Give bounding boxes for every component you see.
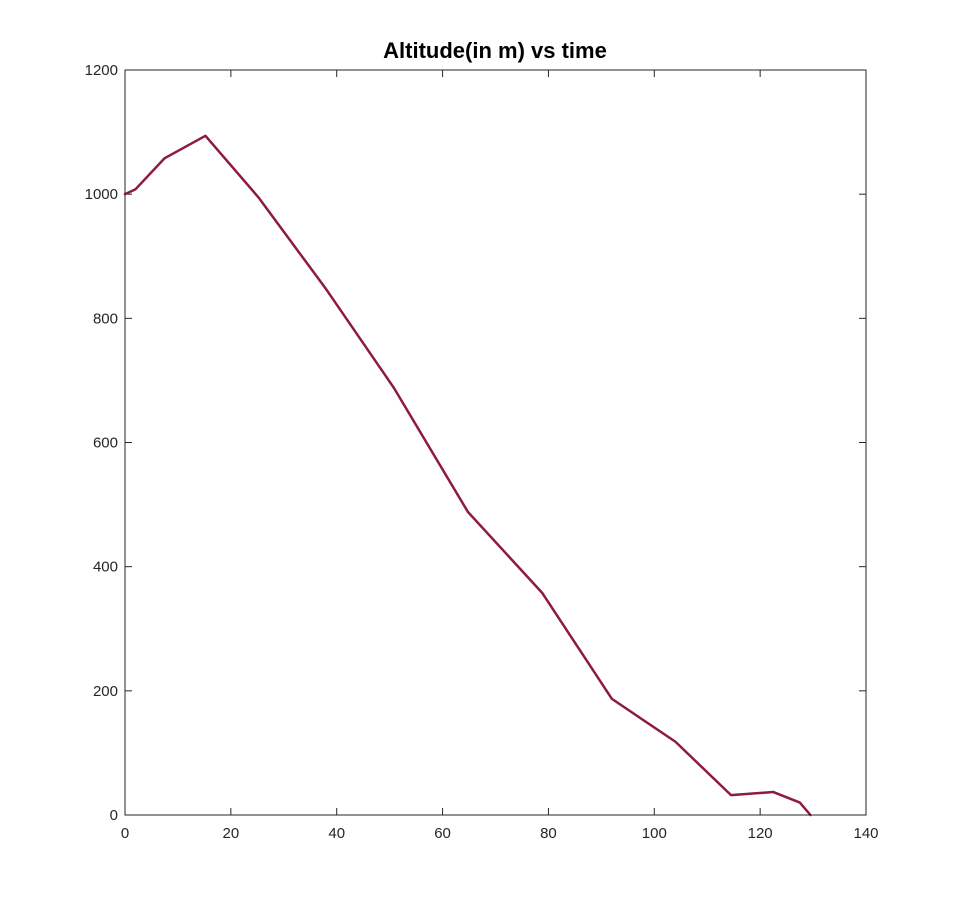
x-tick-label: 0 [121, 825, 129, 842]
x-tick-label: 20 [223, 825, 240, 842]
x-tick-label: 100 [642, 825, 667, 842]
series-line-altitude [123, 134, 812, 817]
x-tick-label: 40 [328, 825, 345, 842]
axis-ticks [124, 69, 867, 816]
y-tick-label: 1200 [85, 62, 118, 79]
x-tick-label: 60 [434, 825, 451, 842]
y-tick-label: 800 [93, 310, 118, 327]
x-tick-label: 120 [748, 825, 773, 842]
y-tick-label: 0 [110, 807, 118, 824]
series-group [123, 134, 812, 817]
y-tick-label: 600 [93, 435, 118, 452]
axis-tick-labels: 0 20 40 60 80 100 120 140 0 200 400 600 800 1000 1200 [85, 62, 879, 842]
y-tick-label: 400 [93, 559, 118, 576]
plot-area-border [124, 69, 867, 816]
y-tick-label: 200 [93, 683, 118, 700]
chart-title: Altitude(in m) vs time [383, 38, 607, 63]
y-tick-label: 1000 [85, 186, 118, 203]
x-tick-label: 80 [540, 825, 557, 842]
x-tick-label: 140 [853, 825, 878, 842]
